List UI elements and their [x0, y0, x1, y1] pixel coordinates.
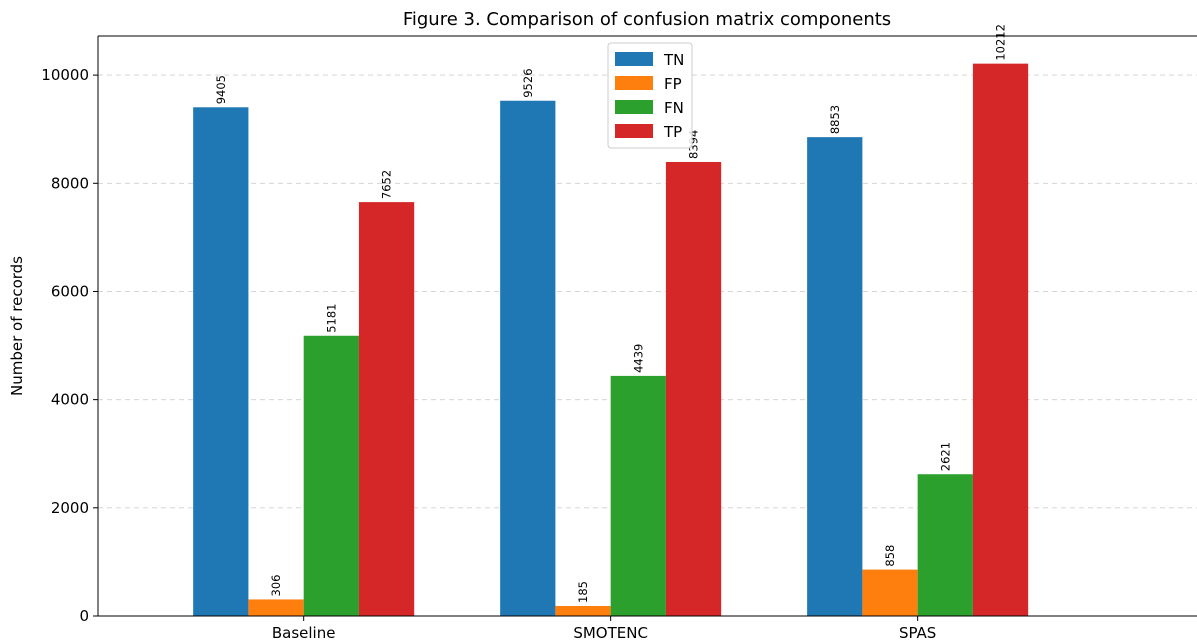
bar-fp-smotenc	[555, 605, 611, 616]
legend-swatch-tp	[615, 124, 653, 138]
chart-title: Figure 3. Comparison of confusion matrix…	[403, 9, 891, 30]
legend-label-fp: FP	[664, 75, 682, 93]
bar-tp-baseline	[358, 202, 415, 616]
bar-value-label: 185	[576, 581, 590, 603]
x-category-label: SPAS	[899, 624, 936, 642]
bar-fn-spas	[917, 474, 973, 616]
x-category-label: Baseline	[272, 624, 336, 642]
legend: TN FP FN TP	[607, 42, 693, 149]
bar-value-label: 858	[883, 545, 897, 567]
y-tick-label: 0	[79, 607, 89, 625]
bar-tp-spas	[972, 63, 1029, 617]
bar-tn-spas	[807, 137, 863, 616]
x-category-label: SMOTENC	[573, 624, 648, 642]
bar-value-label: 7652	[380, 170, 394, 199]
bar-fn-smotenc	[610, 375, 666, 616]
bar-tn-baseline	[193, 107, 249, 617]
bar-value-label: 8853	[828, 105, 842, 134]
bar-value-label: 9405	[214, 75, 228, 104]
y-tick-label: 2000	[51, 499, 89, 517]
bar-value-label: 9526	[521, 68, 535, 97]
y-tick-label: 4000	[51, 391, 89, 409]
bar-value-label: 10212	[994, 24, 1008, 61]
legend-swatch-fp	[615, 76, 653, 90]
bar-value-label: 4439	[631, 344, 645, 373]
legend-swatch-tn	[615, 52, 653, 66]
bar-tn-smotenc	[500, 100, 556, 617]
y-tick-label: 10000	[41, 66, 89, 84]
bar-fp-spas	[862, 569, 918, 616]
legend-box	[607, 42, 693, 149]
legend-swatch-fn	[615, 100, 653, 114]
axes: 0 2000 4000 6000 8000 10000 Baseline SMOTENC SPA…	[41, 35, 1197, 642]
y-tick-label: 6000	[51, 282, 89, 300]
bar-value-label: 306	[269, 574, 283, 596]
y-tick-label: 8000	[51, 174, 89, 192]
legend-label-tn: TN	[663, 51, 684, 69]
legend-label-fn: FN	[664, 99, 684, 117]
legend-label-tp: TP	[663, 123, 682, 141]
bar-value-label: 2621	[938, 442, 952, 471]
bar-fp-baseline	[248, 599, 304, 616]
y-axis-label: Number of records	[8, 256, 26, 396]
bar-fn-baseline	[303, 335, 359, 616]
bar-value-label: 5181	[324, 303, 338, 332]
bars: 9405306518176529526185443983948853858262…	[193, 24, 1029, 617]
bar-tp-smotenc	[665, 161, 722, 617]
